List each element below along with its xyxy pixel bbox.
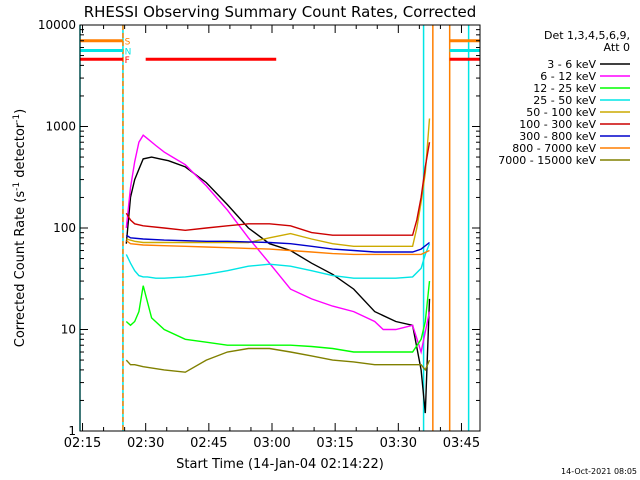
legend-entry-label: 25 - 50 keV: [533, 94, 596, 107]
legend-header-line-1: Det 1,3,4,5,6,9,: [544, 29, 630, 42]
legend-entry-label: 300 - 800 keV: [519, 130, 596, 143]
series-line: [126, 118, 431, 248]
plot-area: SNF: [79, 25, 480, 431]
flag-label: F: [125, 56, 130, 66]
x-tick-label: 02:45: [190, 436, 227, 451]
x-axis: 02:15 02:30 02:45 03:00 03:15 03:30 03:45: [64, 25, 480, 451]
y-axis-label-sup2: -1: [12, 114, 22, 123]
x-axis-label: Start Time (14-Jan-04 02:14:22): [176, 457, 384, 472]
flag-label: S: [125, 38, 131, 48]
flag-label: N: [125, 48, 132, 58]
y-tick-label: 10: [61, 323, 76, 337]
y-tick-label: 1: [68, 424, 76, 438]
series-line: [125, 281, 431, 353]
plot-frame: [79, 24, 481, 432]
legend-entry-label: 100 - 300 keV: [519, 118, 596, 131]
y-tick-label: 10000: [38, 18, 76, 32]
footer-timestamp: 14-Oct-2021 08:05: [561, 467, 637, 476]
x-tick-label: 02:15: [64, 436, 101, 451]
y-axis: 1 10 100 1000 10000: [38, 18, 480, 438]
series-line: [125, 243, 431, 279]
legend-header-line-2: Att 0: [604, 41, 630, 54]
legend-entry-label: 12 - 25 keV: [533, 82, 596, 95]
series-line: [125, 142, 431, 236]
series-line: [125, 134, 431, 355]
x-tick-label: 02:30: [127, 436, 164, 451]
legend-entry-label: 800 - 7000 keV: [512, 142, 596, 155]
y-axis-label-rest: detector: [13, 122, 28, 182]
y-axis-label-main: Corrected Count Rate (s: [13, 191, 28, 348]
series-line: [125, 240, 430, 256]
y-tick-label: 100: [53, 221, 76, 235]
y-axis-label: Corrected Count Rate (s-1 detector-1): [12, 109, 28, 347]
chart-title: RHESSI Observing Summary Count Rates, Co…: [84, 3, 477, 21]
legend-entry-label: 50 - 100 keV: [526, 106, 596, 119]
y-tick-label: 1000: [45, 120, 76, 134]
x-tick-label: 03:45: [443, 436, 480, 451]
y-axis-label-end: ): [13, 109, 28, 114]
legend-entry-label: 3 - 6 keV: [547, 58, 596, 71]
x-tick-label: 03:30: [380, 436, 417, 451]
legend-entry-label: 7000 - 15000 keV: [498, 154, 596, 167]
x-tick-label: 03:15: [316, 436, 353, 451]
series-line: [125, 347, 431, 373]
series-line: [125, 156, 431, 414]
legend-entry-label: 6 - 12 keV: [540, 70, 596, 83]
series-line: [125, 234, 430, 253]
x-tick-label: 03:00: [253, 436, 290, 451]
y-axis-label-sup1: -1: [12, 182, 22, 191]
